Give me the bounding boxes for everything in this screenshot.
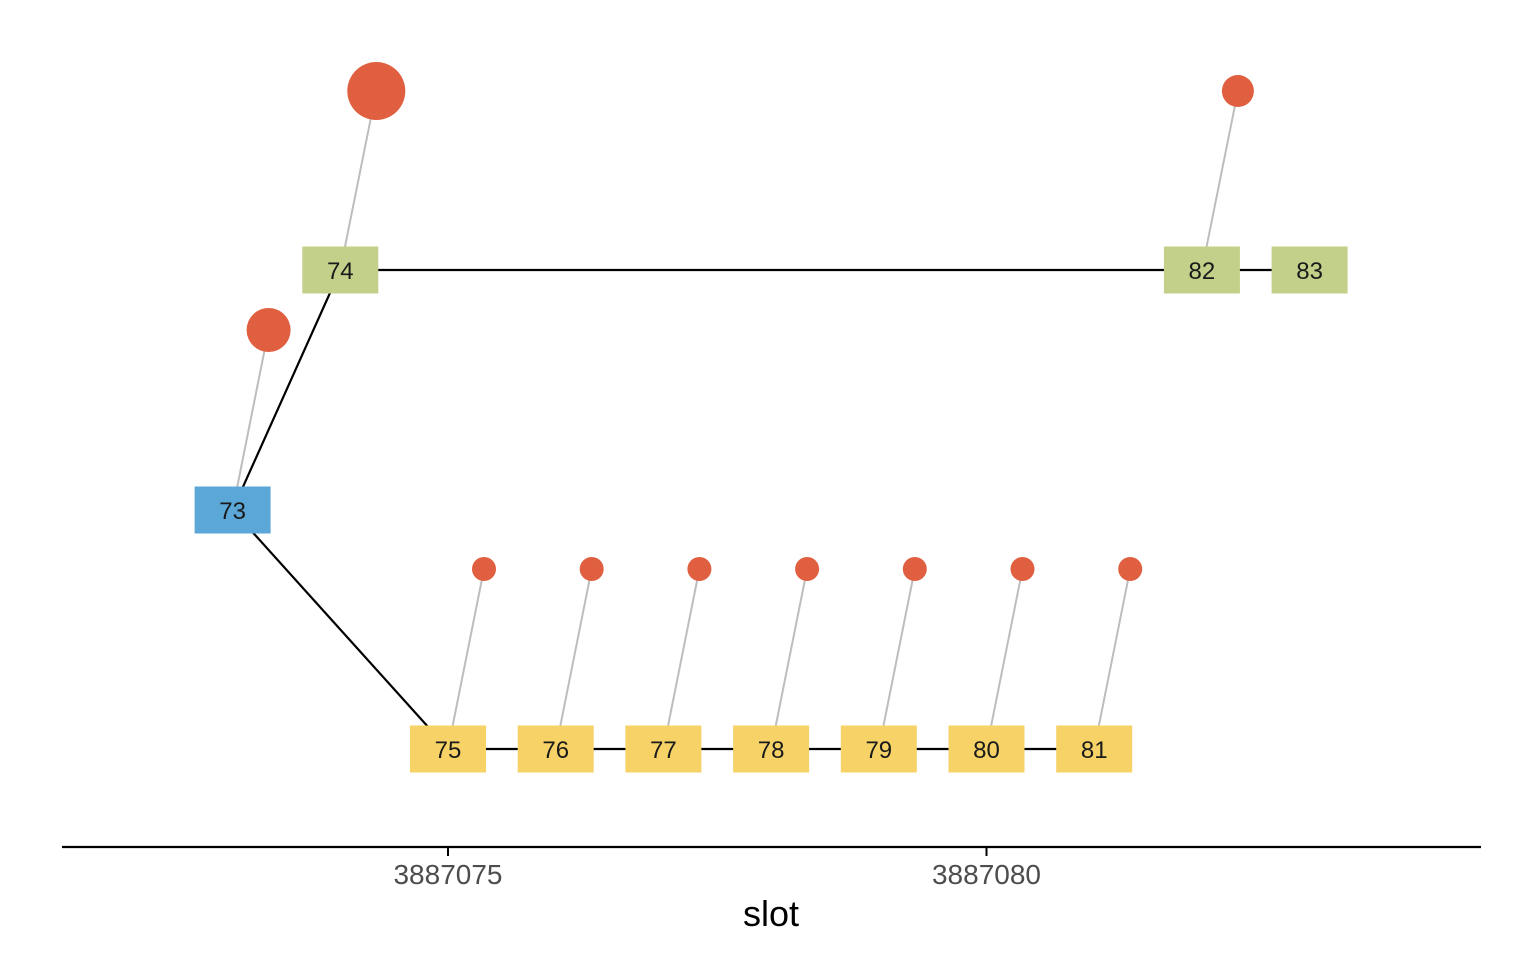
node-label-80: 80 [973, 737, 1000, 764]
stem-75 [447, 568, 485, 750]
node-box-75 [410, 725, 486, 773]
node-label-78: 78 [758, 737, 785, 764]
node-81: 81 [1056, 725, 1133, 773]
node-label-81: 81 [1081, 737, 1108, 764]
edge-73-75 [231, 509, 449, 750]
stem-77 [662, 568, 701, 750]
dot-82 [1221, 75, 1254, 107]
x-axis-title: slot [743, 893, 799, 934]
edge-73-74 [231, 269, 342, 511]
node-label-76: 76 [542, 737, 569, 764]
node-box-82 [1163, 246, 1240, 294]
node-box-73 [194, 486, 271, 534]
dot-77 [687, 557, 712, 581]
node-box-83 [1271, 246, 1348, 294]
tick-label-3887080: 3887080 [932, 859, 1041, 890]
stem-79 [877, 568, 916, 750]
node-label-79: 79 [865, 737, 892, 764]
dot-80 [1010, 557, 1035, 581]
tick-label-3887075: 3887075 [393, 859, 502, 890]
dot-74 [347, 62, 406, 120]
node-73: 73 [194, 486, 271, 534]
stems-layer [231, 90, 1239, 750]
dot-79 [902, 557, 927, 581]
dot-75 [472, 557, 496, 581]
node-82: 82 [1163, 246, 1240, 294]
node-box-79 [840, 725, 917, 773]
node-label-77: 77 [650, 737, 677, 764]
node-80: 80 [948, 725, 1025, 773]
node-label-73: 73 [219, 498, 246, 525]
node-box-78 [733, 725, 810, 773]
node-label-74: 74 [327, 258, 354, 285]
stem-74 [339, 90, 378, 271]
stem-76 [554, 568, 593, 750]
stem-73 [231, 329, 270, 511]
node-box-77 [625, 725, 702, 773]
node-label-82: 82 [1189, 258, 1216, 285]
node-label-83: 83 [1296, 258, 1323, 285]
node-box-76 [517, 725, 594, 773]
node-83: 83 [1271, 246, 1348, 294]
edges-layer [231, 268, 1310, 751]
stem-82 [1200, 90, 1239, 271]
stem-80 [985, 568, 1024, 750]
x-axis: 3887075 3887080 slot [62, 845, 1481, 934]
stem-78 [770, 568, 809, 750]
node-box-74 [302, 246, 379, 294]
node-74: 74 [302, 246, 379, 294]
node-label-75: 75 [435, 737, 462, 764]
node-75: 75 [410, 725, 486, 773]
dot-78 [795, 557, 820, 581]
node-76: 76 [517, 725, 594, 773]
x-axis-ticks: 3887075 3887080 [393, 847, 1041, 890]
node-79: 79 [840, 725, 917, 773]
node-78: 78 [733, 725, 810, 773]
dot-81 [1118, 557, 1143, 581]
dot-76 [579, 557, 604, 581]
node-box-80 [948, 725, 1025, 773]
stem-81 [1093, 568, 1132, 750]
node-77: 77 [625, 725, 702, 773]
dot-73 [246, 308, 291, 352]
node-box-81 [1056, 725, 1133, 773]
dots-layer [246, 62, 1254, 581]
nodes-layer: 73 74 75 76 77 78 79 80 81 82 83 [194, 246, 1348, 773]
